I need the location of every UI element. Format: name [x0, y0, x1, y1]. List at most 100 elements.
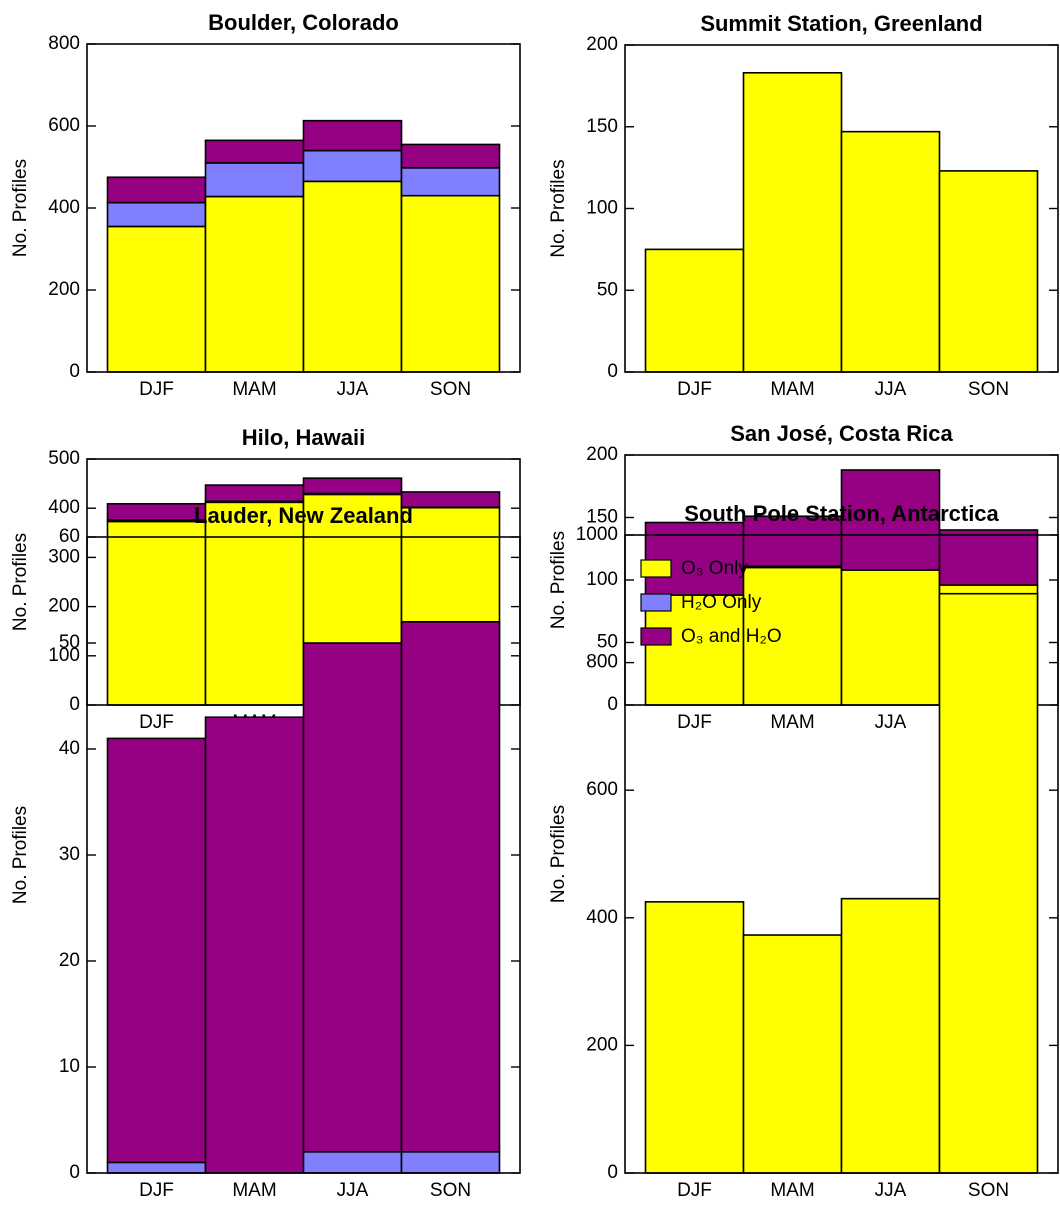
chart-title: Hilo, Hawaii — [242, 425, 365, 450]
x-tick-label: SON — [968, 379, 1009, 400]
bar — [644, 901, 745, 1174]
y-tick-label: 0 — [69, 694, 80, 715]
y-tick-label: 30 — [59, 844, 80, 865]
y-tick-label: 100 — [586, 198, 618, 219]
bar — [840, 130, 941, 373]
y-tick-label: 150 — [586, 507, 618, 528]
x-tick-label: MAM — [232, 1180, 276, 1201]
y-tick-label: 500 — [48, 448, 80, 469]
x-tick-label: SON — [968, 1180, 1009, 1201]
bar — [840, 469, 941, 571]
bar — [742, 934, 843, 1174]
x-tick-label: MAM — [770, 1180, 814, 1201]
chart-title: South Pole Station, Antarctica — [684, 501, 999, 526]
bar — [106, 520, 207, 706]
legend-swatch — [640, 593, 672, 612]
bar — [400, 491, 501, 509]
x-tick-label: MAM — [232, 379, 276, 400]
legend-swatch — [640, 627, 672, 646]
y-tick-label: 20 — [59, 950, 80, 971]
bar — [644, 248, 745, 373]
chart-title: Lauder, New Zealand — [194, 503, 413, 528]
y-tick-label: 200 — [48, 279, 80, 300]
y-tick-label: 0 — [607, 694, 618, 715]
bar — [840, 897, 941, 1174]
bar — [302, 642, 403, 1153]
y-tick-label: 50 — [597, 632, 618, 653]
plot-frame — [624, 534, 1059, 1174]
x-tick-label: JJA — [875, 1180, 907, 1201]
bar — [204, 195, 305, 373]
bar — [742, 515, 843, 568]
legend-label: O₃ and H₂O — [681, 626, 782, 647]
bar — [204, 716, 305, 1174]
y-tick-label: 0 — [69, 1162, 80, 1183]
chart: South Pole Station, Antarctica No. Profil… — [548, 501, 1059, 1201]
x-tick-label: DJF — [677, 379, 712, 400]
x-tick-label: JJA — [875, 712, 907, 733]
bar — [106, 201, 207, 228]
bar — [400, 167, 501, 197]
bar — [106, 737, 207, 1164]
y-tick-label: 0 — [69, 361, 80, 382]
y-axis-label: No. Profiles — [10, 159, 31, 257]
bar — [302, 1151, 403, 1174]
bar — [106, 176, 207, 204]
bar — [400, 194, 501, 373]
bar — [204, 501, 305, 706]
bar — [938, 592, 1039, 1174]
chart: Boulder, Colorado No. Profiles DJF MAM JJA SO… — [10, 10, 521, 400]
y-tick-label: 600 — [586, 779, 618, 800]
y-axis-label: No. Profiles — [548, 531, 569, 629]
y-axis-label: No. Profiles — [10, 533, 31, 631]
x-tick-label: MAM — [770, 379, 814, 400]
bar — [742, 71, 843, 373]
y-tick-label: 0 — [607, 1162, 618, 1183]
bar — [742, 566, 843, 706]
x-tick-label: DJF — [677, 1180, 712, 1201]
bar — [302, 149, 403, 183]
y-tick-label: 10 — [59, 1056, 80, 1077]
x-tick-label: MAM — [770, 712, 814, 733]
y-tick-label: 800 — [48, 33, 80, 54]
bar — [302, 477, 403, 495]
x-tick-label: DJF — [139, 712, 174, 733]
y-tick-label: 200 — [586, 34, 618, 55]
y-tick-label: 300 — [48, 546, 80, 567]
y-axis-label: No. Profiles — [10, 806, 31, 904]
x-tick-label: JJA — [875, 379, 907, 400]
y-tick-label: 200 — [586, 1034, 618, 1055]
bar — [302, 180, 403, 373]
x-tick-label: SON — [430, 1180, 471, 1201]
x-tick-label: DJF — [677, 712, 712, 733]
bar — [204, 139, 305, 164]
y-axis-label: No. Profiles — [548, 805, 569, 903]
legend-label: H₂O Only — [681, 592, 762, 613]
y-tick-label: 400 — [586, 907, 618, 928]
bar — [302, 119, 403, 152]
bar — [106, 502, 207, 521]
x-tick-label: DJF — [139, 379, 174, 400]
y-tick-label: 50 — [59, 632, 80, 653]
y-tick-label: 400 — [48, 197, 80, 218]
bar — [204, 162, 305, 198]
bar — [400, 1151, 501, 1174]
x-tick-label: JJA — [337, 1180, 369, 1201]
chart: Lauder, New Zealand No. Profiles DJF MAM JJA… — [10, 503, 521, 1201]
bar — [106, 225, 207, 373]
bar — [938, 529, 1039, 586]
bar — [106, 1161, 207, 1174]
y-tick-label: 800 — [586, 652, 618, 673]
bar — [840, 569, 941, 706]
y-tick-label: 100 — [48, 645, 80, 666]
y-tick-label: 150 — [586, 116, 618, 137]
y-tick-label: 100 — [586, 569, 618, 590]
chart-title: San José, Costa Rica — [730, 421, 953, 446]
y-tick-label: 600 — [48, 115, 80, 136]
y-tick-label: 200 — [48, 596, 80, 617]
y-tick-label: 1000 — [576, 524, 618, 545]
chart-title: Boulder, Colorado — [208, 10, 399, 35]
y-tick-label: 50 — [597, 279, 618, 300]
x-tick-label: JJA — [337, 379, 369, 400]
